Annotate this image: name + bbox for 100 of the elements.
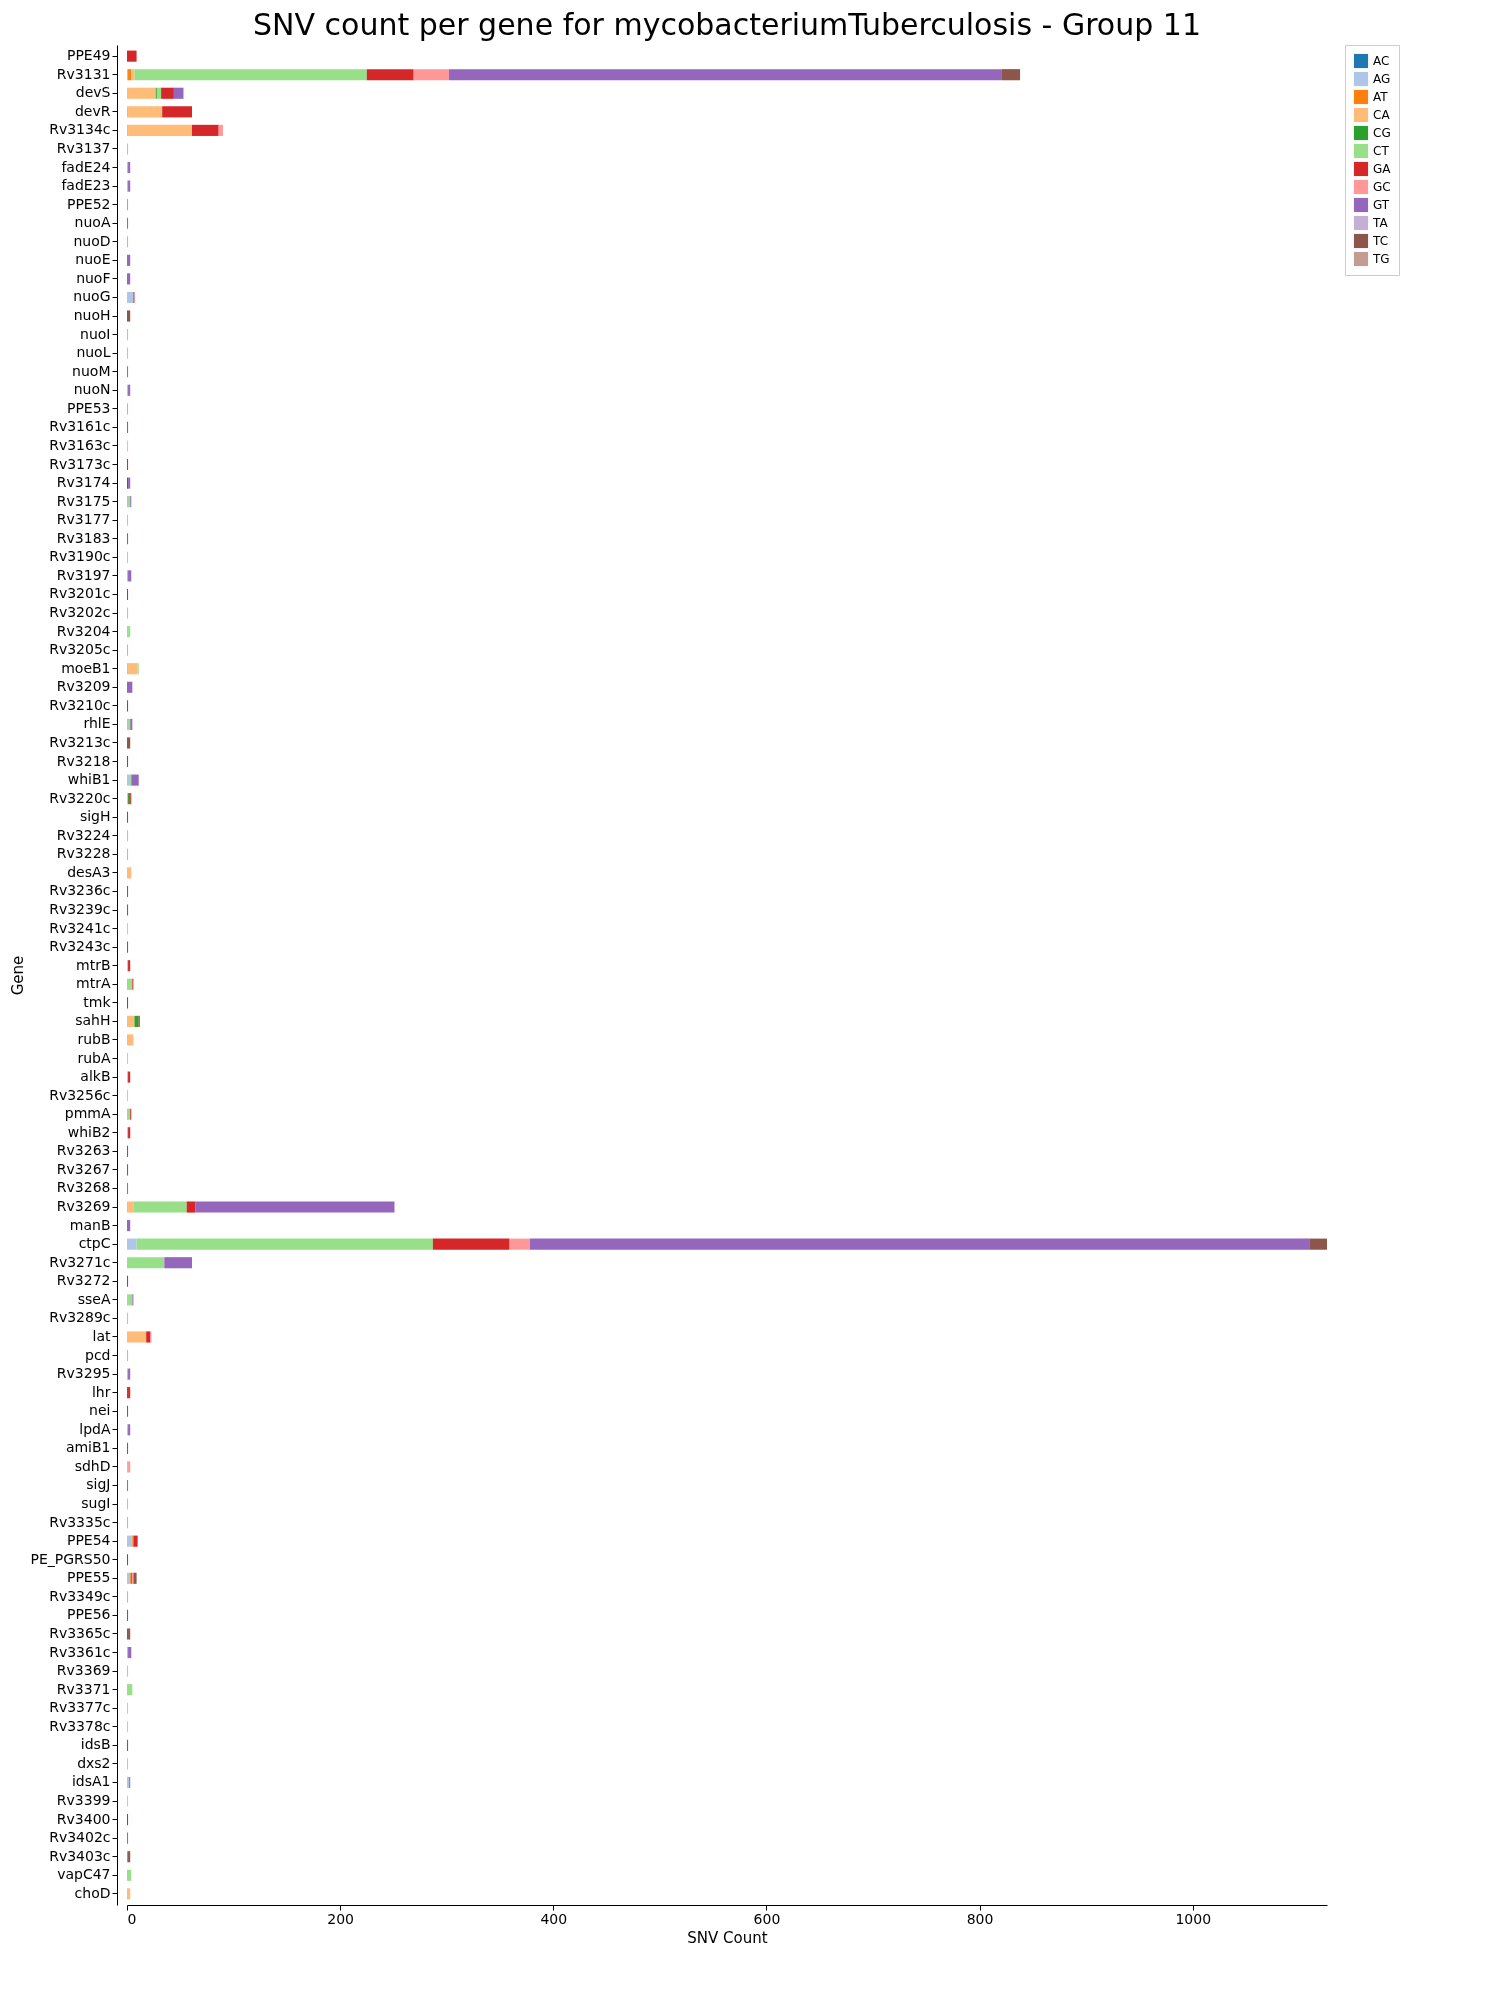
y-tick-label: alkB [80, 1068, 111, 1085]
y-tick-label: Rv3218 [56, 752, 111, 769]
y-tick-label: ctpC [78, 1235, 111, 1252]
y-tick-label: Rv3272 [56, 1272, 111, 1289]
y-tick-label: Rv3205c [49, 641, 111, 658]
y-tick-label: Rv3209 [56, 678, 111, 695]
x-tick-label: 800 [966, 1910, 994, 1927]
legend-label: AT [1373, 90, 1389, 104]
y-tick-label: whiB1 [67, 771, 111, 788]
y-tick-label: Rv3239c [49, 901, 111, 918]
y-tick-label: sugI [81, 1495, 111, 1512]
y-tick-label: devR [74, 102, 111, 119]
y-tick-label: Rv3263 [56, 1142, 111, 1159]
y-tick-label: lat [92, 1327, 111, 1344]
y-tick-label: Rv3369 [56, 1662, 111, 1679]
y-tick-label: Rv3174 [56, 474, 111, 491]
y-tick-label: sigH [79, 808, 111, 825]
y-tick-label: Rv3399 [56, 1792, 111, 1809]
legend-label: CG [1373, 126, 1391, 140]
x-tick-label: 400 [540, 1910, 568, 1927]
y-tick-label: Rv3175 [56, 492, 111, 509]
legend-label: AG [1373, 72, 1391, 86]
y-tick-label: Rv3361c [49, 1643, 111, 1660]
y-tick-label: moeB1 [61, 659, 111, 676]
y-tick-label: Rv3269 [56, 1198, 111, 1215]
y-tick-label: Rv3400 [56, 1810, 111, 1827]
y-tick-label: mtrA [76, 975, 111, 992]
y-tick-label: Rv3402c [49, 1829, 111, 1846]
legend-label: CT [1373, 144, 1390, 158]
y-tick-label: PPE53 [66, 399, 111, 416]
y-tick-label: manB [69, 1216, 111, 1233]
x-tick-label: 1000 [1175, 1910, 1212, 1927]
y-tick-label: Rv3173c [49, 455, 111, 472]
y-tick-label: desA3 [67, 863, 111, 880]
legend-label: TG [1372, 252, 1390, 266]
y-tick-label: fadE23 [61, 177, 111, 194]
y-tick-label: nuoD [73, 232, 111, 249]
y-tick-label: Rv3236c [49, 882, 111, 899]
y-tick-label: Rv3335c [49, 1513, 111, 1530]
y-tick-label: dxs2 [77, 1754, 111, 1771]
y-tick-label: PPE49 [66, 47, 111, 64]
y-tick-label: Rv3267 [56, 1160, 111, 1177]
y-tick-label: Rv3377c [49, 1699, 111, 1716]
y-tick-label: nuoE [75, 251, 111, 268]
y-tick-label: Rv3183 [56, 529, 111, 546]
y-tick-label: rubB [77, 1030, 111, 1047]
y-tick-label: Rv3131 [56, 65, 111, 82]
y-tick-label: Rv3228 [56, 845, 111, 862]
y-tick-label: Rv3371 [56, 1680, 111, 1697]
y-tick-label: nuoF [76, 269, 111, 286]
y-tick-label: nei [89, 1402, 111, 1419]
y-tick-label: PPE52 [66, 195, 111, 212]
y-tick-label: lpdA [79, 1420, 111, 1437]
y-tick-label: fadE24 [61, 158, 111, 175]
x-tick-label: 600 [753, 1910, 781, 1927]
legend-label: GT [1373, 198, 1390, 212]
legend-label: CA [1373, 108, 1391, 122]
y-tick-label: devS [75, 84, 111, 101]
y-tick-label: PPE54 [66, 1532, 111, 1549]
legend-label: GC [1373, 180, 1391, 194]
y-tick-label: Rv3201c [49, 585, 111, 602]
y-tick-label: sahH [75, 1012, 111, 1029]
y-tick-label: PE_PGRS50 [30, 1550, 111, 1567]
y-tick-label: idsB [80, 1736, 111, 1753]
y-tick-label: rubA [77, 1049, 111, 1066]
y-tick-label: PPE55 [66, 1569, 111, 1586]
y-tick-label: Rv3349c [49, 1587, 111, 1604]
y-tick-label: nuoM [72, 362, 111, 379]
y-tick-label: Rv3256c [49, 1086, 111, 1103]
y-tick-label: Rv3403c [49, 1847, 111, 1864]
y-tick-label: Rv3204 [56, 622, 111, 639]
y-tick-label: Rv3202c [49, 604, 111, 621]
y-tick-label: nuoA [74, 214, 111, 231]
y-tick-label: Rv3241c [49, 919, 111, 936]
y-tick-label: choD [74, 1884, 111, 1901]
y-tick-label: pcd [85, 1346, 111, 1363]
y-tick-label: nuoG [73, 288, 111, 305]
legend-label: AC [1373, 54, 1390, 68]
x-axis-title: SNV Count [687, 1928, 768, 1947]
y-tick-label: vapC47 [57, 1866, 111, 1883]
chart-title: SNV count per gene for mycobacteriumTuberculosis - Group 11 [253, 6, 1201, 42]
y-tick-label: Rv3289c [49, 1309, 111, 1326]
y-tick-label: Rv3295 [56, 1365, 111, 1382]
y-tick-label: sigJ [86, 1476, 111, 1493]
y-tick-label: rhlE [83, 715, 111, 732]
y-tick-label: Rv3220c [49, 789, 111, 806]
y-tick-label: Rv3378c [49, 1717, 111, 1734]
y-tick-label: nuoH [73, 307, 111, 324]
y-tick-label: Rv3365c [49, 1624, 111, 1641]
y-tick-label: nuoI [80, 325, 111, 342]
y-tick-label: Rv3197 [56, 566, 111, 583]
legend-label: TA [1372, 216, 1389, 230]
y-tick-label: sdhD [74, 1457, 111, 1474]
y-tick-label: Rv3137 [56, 139, 111, 156]
y-tick-label: Rv3161c [49, 418, 111, 435]
y-tick-label: Rv3210c [49, 696, 111, 713]
y-tick-label: Rv3213c [49, 733, 111, 750]
y-tick-label: Rv3224 [56, 826, 111, 843]
y-tick-label: mtrB [76, 956, 111, 973]
y-tick-label: Rv3190c [49, 548, 111, 565]
